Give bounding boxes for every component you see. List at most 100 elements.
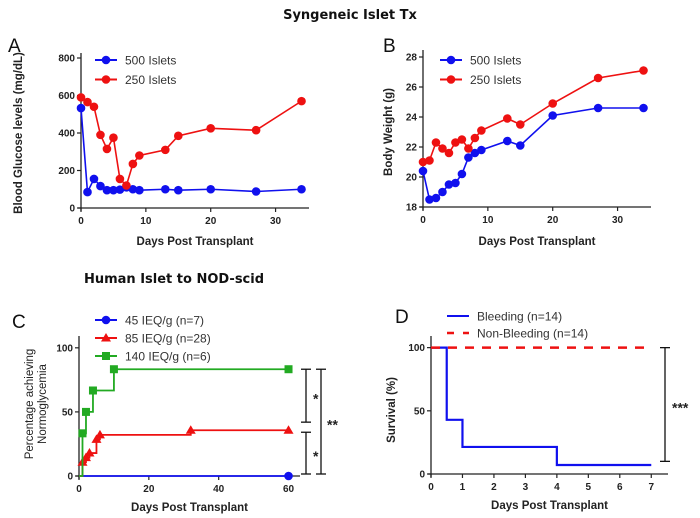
x-tick-label: 60 <box>283 484 295 495</box>
y-tick-label: 28 <box>406 53 418 64</box>
x-tick-label: 6 <box>617 482 623 493</box>
panel-d: D 0 1 2 3 4 5 6 7 0 50 100 Days Post Transplant Survi… <box>386 307 689 512</box>
series-85-ieq-g-n-28 <box>77 425 294 477</box>
data-point <box>457 169 467 179</box>
y-axis-label: Blood Glucose levels (mg/dL) <box>13 52 25 214</box>
x-tick-label: 30 <box>270 216 282 227</box>
data-point <box>115 174 125 184</box>
data-point <box>83 187 92 197</box>
data-point <box>135 185 144 195</box>
series-line <box>80 108 302 196</box>
panel-a: A 0 10 20 30 0 200 400 600 800 Days Post Transplan… <box>8 36 309 248</box>
data-point <box>206 124 216 133</box>
data-point <box>284 471 293 481</box>
data-point <box>418 157 428 167</box>
y-tick-label: 200 <box>58 166 75 177</box>
data-point <box>83 97 92 107</box>
data-point <box>128 184 138 194</box>
data-point <box>91 434 102 443</box>
legend-item: 500 Islets <box>440 54 521 68</box>
data-point <box>477 145 486 155</box>
y-tick-label: 0 <box>69 204 75 215</box>
data-point <box>477 126 486 135</box>
x-axis-label: Days Post Transplant <box>131 502 248 514</box>
data-point <box>109 133 118 142</box>
data-point <box>593 73 603 83</box>
data-point <box>81 407 90 416</box>
series-500-islets <box>418 103 648 204</box>
significance-label: *** <box>672 400 689 416</box>
data-point <box>251 187 261 196</box>
data-point <box>639 66 648 75</box>
data-point <box>115 185 125 194</box>
series-140-ieq-g-n-6 <box>78 365 293 477</box>
legend-label: 45 IEQ/g (n=7) <box>125 314 204 328</box>
y-tick-label: 600 <box>58 91 75 102</box>
panel-label: A <box>8 36 21 57</box>
data-point <box>451 178 460 188</box>
series-250-islets <box>76 93 306 190</box>
series-250-islets <box>418 66 648 167</box>
data-point <box>297 96 306 106</box>
legend-label: 250 Islets <box>125 73 176 87</box>
x-axis-label: Days Post Transplant <box>491 500 608 512</box>
y-tick-label: 0 <box>67 472 73 483</box>
x-axis-label: Days Post Transplant <box>137 236 254 248</box>
series-line <box>431 346 652 467</box>
x-tick-label: 5 <box>586 482 592 493</box>
data-point <box>96 130 105 140</box>
y-tick-label: 20 <box>406 173 418 184</box>
legend-item: 500 Islets <box>95 54 176 68</box>
legend-label: 85 IEQ/g (n=28) <box>125 332 211 346</box>
series-45-ieq-g-n-7 <box>79 471 293 481</box>
series-line <box>79 429 289 477</box>
x-tick-label: 7 <box>648 482 654 493</box>
x-tick-label: 2 <box>491 482 497 493</box>
data-point <box>173 185 183 195</box>
y-tick-label: 50 <box>62 407 74 418</box>
data-point <box>84 448 95 457</box>
x-tick-label: 10 <box>140 216 152 227</box>
data-point <box>102 185 112 195</box>
x-tick-label: 1 <box>460 482 466 493</box>
x-tick-label: 40 <box>213 484 225 495</box>
series-line <box>422 69 644 163</box>
data-point <box>451 138 460 147</box>
legend-label: 500 Islets <box>125 54 176 68</box>
legend-swatch-marker <box>446 55 456 65</box>
panel-label: D <box>395 307 409 328</box>
data-point <box>464 144 473 153</box>
data-point <box>88 386 97 395</box>
y-tick-label: 22 <box>406 143 418 154</box>
data-point <box>548 111 558 120</box>
legend-swatch-marker <box>101 315 111 325</box>
legend-swatch-marker <box>101 75 111 84</box>
significance-bracket: ** <box>316 368 338 475</box>
panel-b: B 0 10 20 30 18 20 22 24 26 28 Days Post Transplant… <box>383 36 651 248</box>
y-tick-label: 0 <box>419 470 425 481</box>
y-tick-label: 24 <box>406 113 418 124</box>
data-point <box>76 93 86 102</box>
significance-bracket: * <box>301 368 319 423</box>
legend-item: 45 IEQ/g (n=7) <box>95 314 204 328</box>
x-tick-label: 10 <box>482 215 494 226</box>
significance-label: * <box>313 391 319 407</box>
data-point <box>89 174 99 184</box>
legend-swatch-marker <box>101 55 111 65</box>
data-point <box>96 181 105 191</box>
panel-c: C 0 20 40 60 0 50 100 Days Post Transplant Percen… <box>12 312 338 514</box>
data-point <box>431 138 441 147</box>
legend-item: Non-Bleeding (n=14) <box>447 327 588 341</box>
data-point <box>503 114 512 123</box>
data-point <box>128 159 138 169</box>
panel-label: C <box>12 312 26 333</box>
series-line <box>79 368 289 477</box>
data-point <box>425 195 434 204</box>
data-point <box>76 103 86 113</box>
x-axis-label: Days Post Transplant <box>479 236 596 248</box>
legend-swatch-marker <box>101 333 111 342</box>
significance-bracket: * <box>301 431 319 475</box>
data-point <box>503 136 512 146</box>
y-tick-label: 100 <box>408 343 425 354</box>
